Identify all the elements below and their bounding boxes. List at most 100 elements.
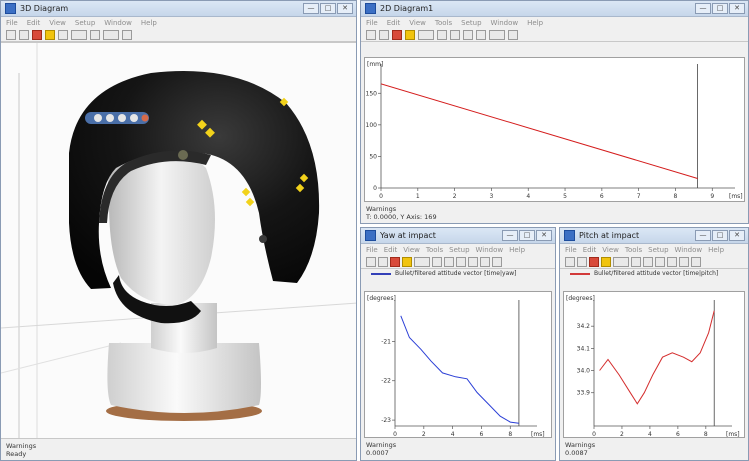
camera-icon[interactable] bbox=[366, 29, 376, 40]
titlebar-3d[interactable]: 3D Diagram — □ ✕ bbox=[1, 1, 356, 17]
pointer-icon[interactable] bbox=[631, 256, 641, 267]
menu-help[interactable]: Help bbox=[509, 245, 526, 254]
status-readout: 0.0007 bbox=[366, 449, 389, 457]
record-icon[interactable] bbox=[589, 256, 599, 267]
chart-area-2d[interactable]: [mm] [ms] 0 1 2 3 4 5 6 7 8 9 0 50 100 150 bbox=[364, 57, 745, 202]
maximize-button[interactable]: □ bbox=[712, 3, 728, 14]
export-icon[interactable] bbox=[71, 29, 87, 40]
x-tick-label: 2 bbox=[422, 431, 426, 438]
menu-file[interactable]: File bbox=[366, 245, 378, 254]
cross-icon[interactable] bbox=[90, 29, 100, 40]
cross-icon[interactable] bbox=[667, 256, 677, 267]
maximize-button[interactable]: □ bbox=[320, 3, 336, 14]
menu-view[interactable]: View bbox=[409, 18, 426, 27]
settings-icon[interactable] bbox=[122, 29, 132, 40]
menu-tools[interactable]: Tools bbox=[624, 245, 643, 254]
chart-icon[interactable] bbox=[679, 256, 689, 267]
camera-icon[interactable] bbox=[565, 256, 575, 267]
zoom-icon[interactable] bbox=[577, 256, 587, 267]
x-axis-label: [ms] bbox=[531, 431, 545, 438]
menu-window[interactable]: Window bbox=[490, 18, 519, 27]
menu-tools[interactable]: Tools bbox=[425, 245, 444, 254]
titlebar-yaw[interactable]: Yaw at impact — □ ✕ bbox=[361, 228, 555, 244]
menu-window[interactable]: Window bbox=[104, 18, 132, 27]
y-tick-label: 33.9 bbox=[577, 390, 591, 397]
magnify-icon[interactable] bbox=[456, 256, 466, 267]
record-icon[interactable] bbox=[32, 29, 42, 40]
select-icon[interactable] bbox=[450, 29, 460, 40]
menu-setup[interactable]: Setup bbox=[449, 245, 470, 254]
select-icon[interactable] bbox=[444, 256, 454, 267]
menu-edit[interactable]: Edit bbox=[383, 245, 398, 254]
3d-scene[interactable] bbox=[1, 42, 356, 439]
maximize-button[interactable]: □ bbox=[519, 230, 535, 241]
table-icon[interactable] bbox=[418, 29, 434, 40]
close-button[interactable]: ✕ bbox=[729, 3, 745, 14]
warning-icon[interactable] bbox=[405, 29, 415, 40]
menu-tools[interactable]: Tools bbox=[434, 18, 453, 27]
zoom-icon[interactable] bbox=[378, 256, 388, 267]
menu-help[interactable]: Help bbox=[708, 245, 725, 254]
table-icon[interactable] bbox=[414, 256, 430, 267]
menu-edit[interactable]: Edit bbox=[386, 18, 401, 27]
warning-icon[interactable] bbox=[45, 29, 55, 40]
menu-edit[interactable]: Edit bbox=[582, 245, 597, 254]
chart-area-pitch[interactable]: [degrees] [ms] 0 2 4 6 8 34.2 34.1 34.0 33.9 bbox=[563, 291, 745, 438]
settings-icon[interactable] bbox=[508, 29, 518, 40]
settings-icon[interactable] bbox=[492, 256, 502, 267]
chart-icon[interactable] bbox=[489, 29, 505, 40]
menu-setup[interactable]: Setup bbox=[648, 245, 669, 254]
pointer-icon[interactable] bbox=[437, 29, 447, 40]
minimize-button[interactable]: — bbox=[695, 230, 711, 241]
menu-edit[interactable]: Edit bbox=[26, 18, 41, 27]
menu-view[interactable]: View bbox=[403, 245, 420, 254]
x-tick-label: 6 bbox=[480, 431, 484, 438]
x-tick-label: 9 bbox=[710, 193, 714, 200]
menu-setup[interactable]: Setup bbox=[461, 18, 482, 27]
titlebar-pitch[interactable]: Pitch at impact — □ ✕ bbox=[560, 228, 748, 244]
warning-icon[interactable] bbox=[601, 256, 611, 267]
warning-icon[interactable] bbox=[402, 256, 412, 267]
toolbar-pitch bbox=[560, 255, 748, 269]
window-title-yaw: Yaw at impact bbox=[380, 231, 436, 240]
chart-icon[interactable] bbox=[103, 29, 119, 40]
minimize-button[interactable]: — bbox=[502, 230, 518, 241]
menu-file[interactable]: File bbox=[366, 18, 378, 27]
x-axis-label: [ms] bbox=[726, 431, 740, 438]
magnify-icon[interactable] bbox=[655, 256, 665, 267]
chart-icon[interactable] bbox=[480, 256, 490, 267]
camera-icon[interactable] bbox=[366, 256, 376, 267]
menu-file[interactable]: File bbox=[6, 18, 18, 27]
cross-icon[interactable] bbox=[468, 256, 478, 267]
titlebar-2d[interactable]: 2D Diagram1 — □ ✕ bbox=[361, 1, 748, 17]
grid-icon[interactable] bbox=[58, 29, 68, 40]
zoom-icon[interactable] bbox=[19, 29, 29, 40]
settings-icon[interactable] bbox=[691, 256, 701, 267]
menu-help[interactable]: Help bbox=[527, 18, 544, 27]
menu-setup[interactable]: Setup bbox=[74, 18, 96, 27]
table-icon[interactable] bbox=[613, 256, 629, 267]
chart-area-yaw[interactable]: [degrees] [ms] 0 2 4 6 8 -21 -22 -23 bbox=[364, 291, 552, 438]
close-button[interactable]: ✕ bbox=[729, 230, 745, 241]
menu-view[interactable]: View bbox=[49, 18, 66, 27]
pointer-icon[interactable] bbox=[432, 256, 442, 267]
maximize-button[interactable]: □ bbox=[712, 230, 728, 241]
x-tick-label: 1 bbox=[416, 193, 420, 200]
menu-help[interactable]: Help bbox=[140, 18, 157, 27]
close-button[interactable]: ✕ bbox=[536, 230, 552, 241]
menu-view[interactable]: View bbox=[602, 245, 619, 254]
camera-icon[interactable] bbox=[6, 29, 16, 40]
menu-window[interactable]: Window bbox=[475, 245, 504, 254]
magnify-icon[interactable] bbox=[463, 29, 473, 40]
menu-file[interactable]: File bbox=[565, 245, 577, 254]
record-icon[interactable] bbox=[390, 256, 400, 267]
zoom-icon[interactable] bbox=[379, 29, 389, 40]
menu-window[interactable]: Window bbox=[674, 245, 703, 254]
cross-icon[interactable] bbox=[476, 29, 486, 40]
minimize-button[interactable]: — bbox=[303, 3, 319, 14]
window-controls-yaw: — □ ✕ bbox=[502, 230, 555, 241]
minimize-button[interactable]: — bbox=[695, 3, 711, 14]
record-icon[interactable] bbox=[392, 29, 402, 40]
close-button[interactable]: ✕ bbox=[337, 3, 353, 14]
select-icon[interactable] bbox=[643, 256, 653, 267]
